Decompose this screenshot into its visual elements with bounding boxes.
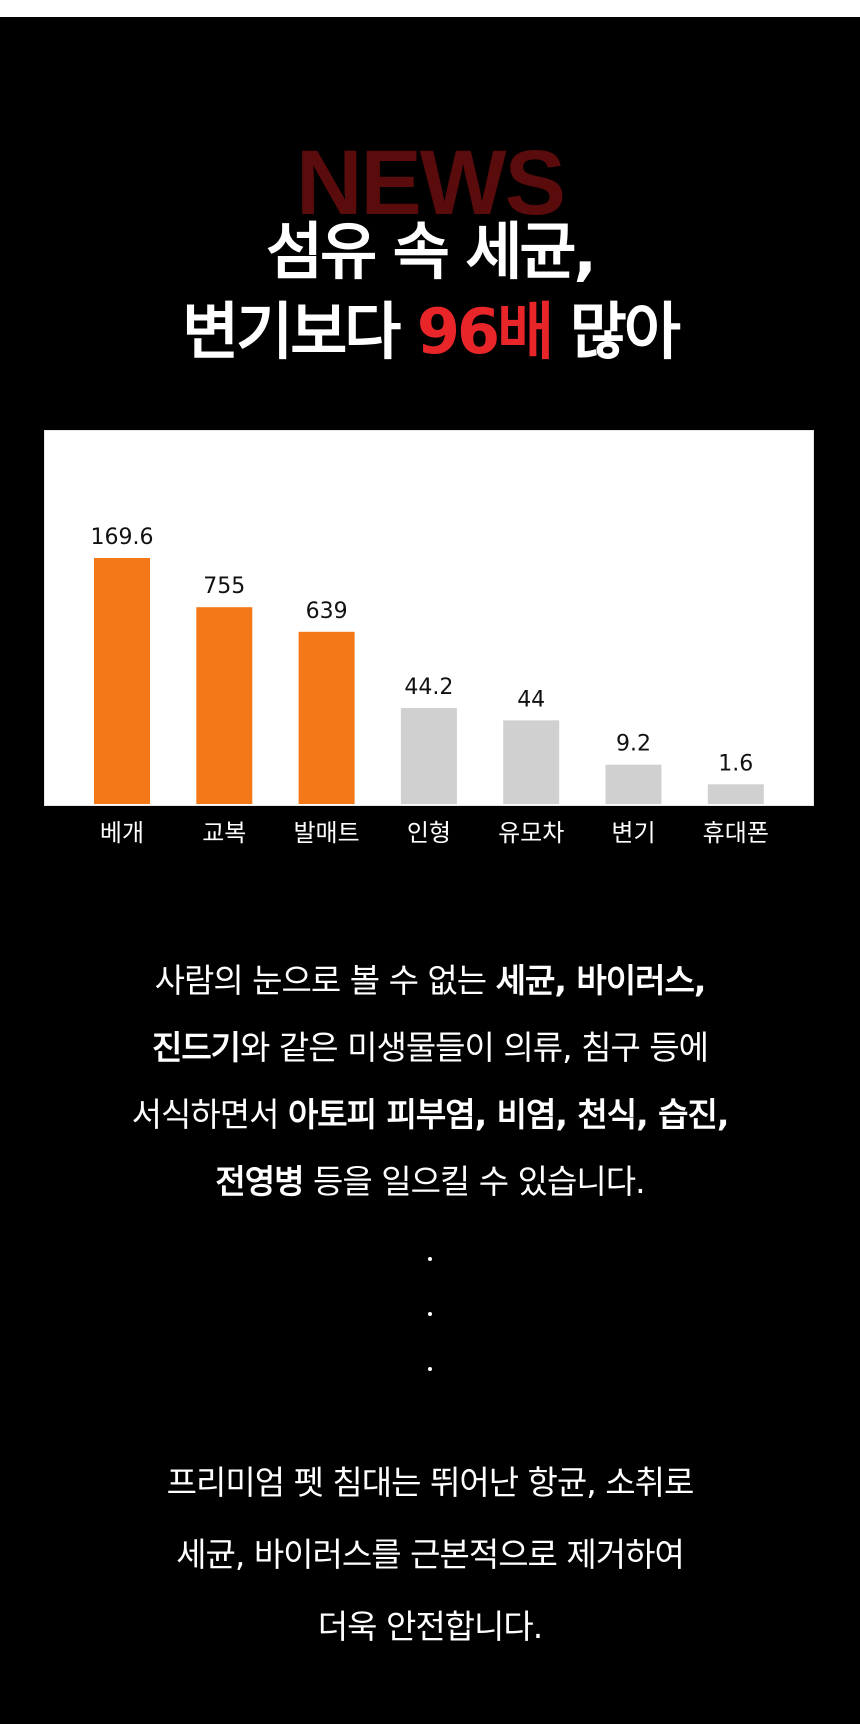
desc2-line-3: 더욱 안전합니다. (317, 1607, 544, 1646)
bar-7 (707, 784, 764, 804)
desc-line-3-b: 아토피 피부염, 비염, 천식, 습진, (287, 1095, 729, 1134)
bar-chart: 169.6 베개 755 교복 639 발매트 44.2 인형 44 유모차 9.2 변기 1.6 휴대폰 (91, 525, 769, 847)
bar-value-label-7: 1.6 (718, 751, 753, 776)
headline: 섬유 속 세균, 변기보다 96배 많아 (0, 212, 860, 372)
category-label-5: 유모차 (498, 819, 564, 847)
desc-line-4: 전영병 등을 일으킬 수 있습니다. (0, 1148, 860, 1215)
bar-1 (94, 558, 150, 804)
headline-line-2-post: 많아 (551, 295, 681, 368)
ellipsis-dots (0, 1257, 860, 1422)
bar-value-label-4: 44.2 (404, 675, 453, 700)
desc-line-1-a: 사람의 눈으로 볼 수 없는 (154, 961, 496, 1000)
desc-line-2-a: 진드기 (151, 1028, 241, 1067)
headline-line-2-pre: 변기보다 (182, 295, 417, 368)
desc2-line-2: 세균, 바이러스를 근본적으로 제거하여 (176, 1535, 685, 1574)
desc-line-1: 사람의 눈으로 볼 수 없는 세균, 바이러스, (0, 947, 860, 1014)
desc-line-2: 진드기와 같은 미생물들이 의류, 침구 등에 (0, 1014, 860, 1081)
headline-accent: 96배 (416, 295, 554, 368)
bar-value-label-6: 9.2 (616, 732, 651, 757)
dot-3 (428, 1367, 432, 1371)
bar-value-label-3: 639 (306, 599, 348, 624)
bar-4 (400, 708, 457, 804)
bar-3 (298, 631, 355, 804)
desc-line-4-a: 전영병 (215, 1162, 304, 1201)
bar-6 (605, 764, 662, 804)
bar-5 (503, 720, 560, 804)
category-label-6: 변기 (611, 819, 655, 847)
category-label-7: 휴대폰 (703, 819, 769, 847)
category-label-4: 인형 (407, 819, 451, 847)
description-paragraph-2: 프리미엄 펫 침대는 뛰어난 항균, 소취로 세균, 바이러스를 근본적으로 제… (0, 1447, 860, 1663)
bar-2 (196, 607, 253, 804)
bar-value-label-1: 169.6 (91, 525, 154, 550)
dot-1 (428, 1257, 432, 1261)
news-background-word: NEWS (296, 132, 566, 234)
bar-value-label-5: 44 (517, 687, 545, 712)
description-paragraph-1: 사람의 눈으로 볼 수 없는 세균, 바이러스, 진드기와 같은 미생물들이 의… (0, 947, 860, 1215)
desc-line-3-a: 서식하면서 (131, 1095, 288, 1134)
bar-value-label-2: 755 (203, 574, 245, 599)
category-label-3: 발매트 (293, 819, 359, 847)
headline-line-2: 변기보다 96배 많아 (0, 292, 860, 372)
headline-line-1: 섬유 속 세균, (266, 215, 597, 288)
dot-2 (428, 1312, 432, 1316)
page-background: NEWS 섬유 속 세균, 변기보다 96배 많아 169.6 베개 755 교복 63… (0, 17, 860, 1724)
desc-line-3: 서식하면서 아토피 피부염, 비염, 천식, 습진, (0, 1081, 860, 1148)
category-label-2: 교복 (202, 819, 246, 847)
desc-line-2-b: 와 같은 미생물들이 의류, 침구 등에 (240, 1028, 709, 1067)
desc-line-4-b: 등을 일으킬 수 있습니다. (303, 1162, 646, 1201)
desc-line-1-b: 세균, 바이러스, (495, 961, 707, 1000)
category-label-1: 베개 (100, 819, 144, 847)
desc2-line-1: 프리미엄 펫 침대는 뛰어난 항균, 소취로 (166, 1463, 695, 1502)
